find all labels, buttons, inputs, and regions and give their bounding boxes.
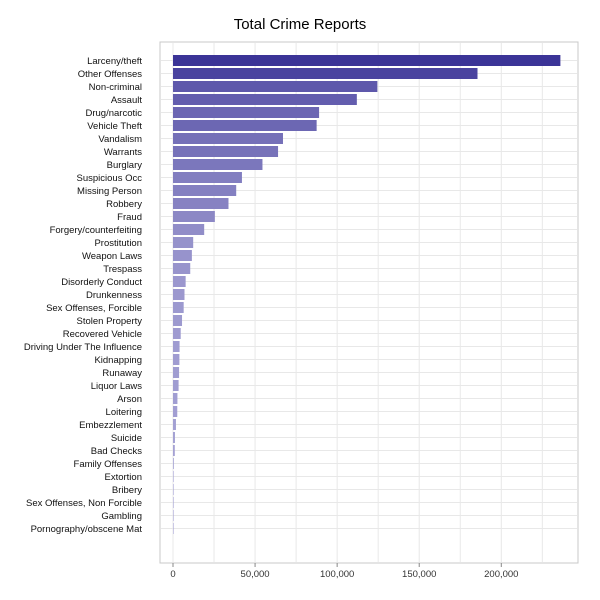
category-label: Stolen Property [77, 316, 143, 327]
bar [173, 250, 192, 261]
category-label: Liquor Laws [91, 381, 142, 392]
bar [173, 185, 237, 196]
category-label: Sex Offenses, Non Forcible [26, 498, 142, 509]
category-label: Kidnapping [94, 355, 142, 366]
bar [173, 276, 186, 287]
bar [173, 354, 180, 365]
bar [173, 328, 181, 339]
bar [173, 458, 174, 469]
category-label: Robbery [106, 199, 142, 210]
bar [173, 289, 185, 300]
category-label: Larceny/theft [87, 56, 142, 67]
category-label: Burglary [107, 160, 143, 171]
category-label: Gambling [101, 511, 142, 522]
bar [173, 367, 180, 378]
category-label: Embezzlement [79, 420, 142, 431]
x-axis-ticks: 0 50,000 100,000 150,000 200,000 [170, 563, 518, 580]
category-label: Loitering [106, 407, 142, 418]
category-label: Trespass [103, 264, 142, 275]
bar [173, 263, 191, 274]
category-label: Suicide [111, 433, 142, 444]
category-label: Missing Person [77, 186, 142, 197]
category-label: Vandalism [98, 134, 142, 145]
category-label: Family Offenses [74, 459, 143, 470]
category-label: Drunkenness [86, 290, 142, 301]
category-label: Bad Checks [91, 446, 142, 457]
category-label: Warrants [104, 147, 142, 158]
bar [173, 341, 180, 352]
category-label: Drug/narcotic [86, 108, 143, 119]
bar [173, 224, 205, 235]
bar [173, 237, 194, 248]
bar [173, 510, 174, 521]
bar [173, 68, 478, 79]
category-labels: Larceny/theft Other Offenses Non-criminal A… [24, 56, 142, 535]
bar [173, 523, 174, 534]
bar [173, 302, 184, 313]
category-label: Forgery/counterfeiting [50, 225, 142, 236]
bar [173, 393, 178, 404]
category-label: Runaway [102, 368, 142, 379]
category-label: Assault [111, 95, 143, 106]
bar [173, 497, 174, 508]
bars [173, 55, 561, 534]
category-label: Suspicious Occ [77, 173, 143, 184]
bar [173, 81, 378, 92]
category-label: Bribery [112, 485, 142, 496]
bar [173, 211, 215, 222]
bar [173, 484, 174, 495]
x-tick-label: 100,000 [320, 569, 354, 580]
bar [173, 55, 561, 66]
bar [173, 419, 176, 430]
bar [173, 445, 175, 456]
bar [173, 146, 279, 157]
x-tick-label: 0 [170, 569, 175, 580]
x-tick-label: 200,000 [484, 569, 518, 580]
category-label: Recovered Vehicle [63, 329, 142, 340]
category-label: Other Offenses [78, 69, 142, 80]
category-label: Extortion [105, 472, 143, 483]
bar [173, 380, 179, 391]
category-label: Non-criminal [89, 82, 142, 93]
bar [173, 172, 242, 183]
bar [173, 133, 283, 144]
bar [173, 94, 357, 105]
category-label: Vehicle Theft [87, 121, 142, 132]
chart-title: Total Crime Reports [234, 16, 367, 33]
category-label: Prostitution [94, 238, 142, 249]
x-tick-label: 150,000 [402, 569, 436, 580]
bar [173, 107, 320, 118]
category-label: Pornography/obscene Mat [31, 524, 143, 535]
bar [173, 159, 263, 170]
category-label: Weapon Laws [82, 251, 142, 262]
category-label: Driving Under The Influence [24, 342, 142, 353]
bar [173, 471, 174, 482]
bar [173, 198, 229, 209]
category-label: Arson [117, 394, 142, 405]
category-label: Disorderly Conduct [61, 277, 142, 288]
bar [173, 315, 183, 326]
category-label: Sex Offenses, Forcible [46, 303, 142, 314]
bar [173, 432, 175, 443]
bar [173, 120, 317, 131]
x-tick-label: 50,000 [241, 569, 270, 580]
category-label: Fraud [117, 212, 142, 223]
bar [173, 406, 178, 417]
